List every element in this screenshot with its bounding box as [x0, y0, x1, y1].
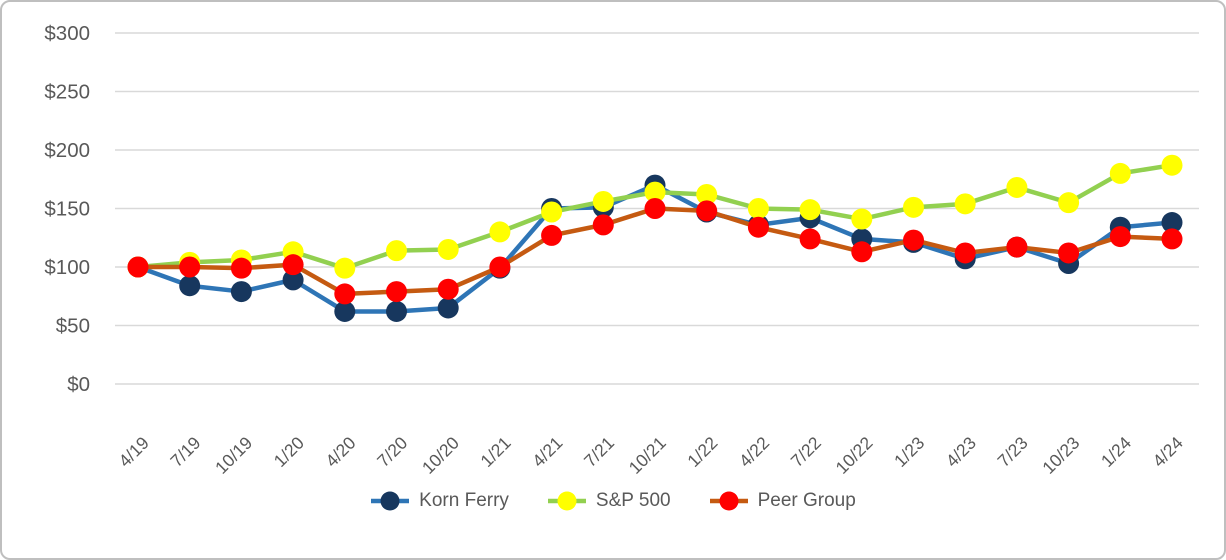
legend-label-peer-group: Peer Group	[757, 490, 856, 511]
data-point-s-p-500	[1109, 162, 1131, 184]
data-point-s-p-500	[903, 196, 924, 218]
y-axis-label: $200	[44, 139, 90, 162]
x-axis-label: 10/21	[625, 433, 670, 478]
data-point-s-p-500	[437, 238, 459, 260]
data-point-korn-ferry	[437, 297, 459, 319]
x-axis-label: 10/19	[211, 433, 256, 478]
x-axis-label: 1/21	[477, 433, 515, 471]
x-axis-label: 4/20	[321, 432, 359, 470]
data-point-peer-group	[851, 241, 873, 263]
data-point-peer-group	[644, 198, 666, 219]
x-axis-label: 7/19	[166, 433, 204, 471]
x-axis-label: 4/22	[735, 433, 773, 471]
data-point-korn-ferry	[386, 300, 407, 322]
x-axis-label: 7/23	[994, 433, 1032, 471]
legend-item-peer-group: Peer Group	[709, 490, 856, 512]
data-point-peer-group	[592, 214, 614, 236]
data-point-peer-group	[437, 278, 459, 300]
legend-item-korn-ferry: Korn Ferry	[370, 490, 509, 512]
y-axis-label: $50	[56, 315, 90, 338]
data-point-korn-ferry	[334, 300, 356, 322]
data-point-korn-ferry	[1161, 212, 1183, 234]
chart-legend: Korn Ferry S&P 500 Peer Group	[2, 490, 1224, 512]
data-point-peer-group	[334, 283, 356, 305]
data-point-peer-group	[1161, 228, 1183, 250]
data-point-peer-group	[127, 256, 149, 278]
x-axis-label: 10/20	[418, 433, 463, 478]
data-point-s-p-500	[386, 240, 407, 262]
legend-label-korn-ferry: Korn Ferry	[419, 490, 509, 511]
data-point-s-p-500	[541, 201, 563, 223]
legend-label-sp500: S&P 500	[595, 490, 671, 511]
data-point-s-p-500	[851, 208, 873, 230]
data-point-peer-group	[903, 229, 924, 251]
y-axis-label: $150	[44, 198, 90, 221]
total-return-line-chart: $0 $50 $100 $150 $200 $250 $300 4/19 7/19 10/19 1/…	[44, 22, 1199, 478]
y-axis-label: $100	[44, 256, 90, 279]
data-point-peer-group	[541, 224, 563, 246]
x-axis-label: 4/19	[115, 433, 153, 471]
x-axis-label: 4/21	[528, 433, 566, 471]
data-point-korn-ferry	[282, 269, 304, 291]
x-axis-label: 10/22	[832, 433, 877, 478]
x-axis-label: 7/21	[580, 433, 618, 471]
x-axis-label: 7/20	[373, 432, 411, 470]
data-point-peer-group	[1109, 226, 1131, 248]
data-point-korn-ferry	[179, 275, 201, 297]
y-axis-label: $0	[67, 373, 90, 396]
x-axis-label: 1/22	[683, 433, 721, 471]
sp500-legend-marker-icon	[547, 491, 586, 511]
data-point-peer-group	[696, 200, 718, 222]
data-point-s-p-500	[334, 257, 356, 279]
data-point-s-p-500	[644, 181, 666, 203]
data-point-peer-group	[747, 216, 769, 238]
data-point-s-p-500	[696, 183, 718, 205]
data-point-peer-group	[179, 256, 201, 278]
y-axis-label: $300	[44, 22, 90, 45]
data-point-peer-group	[489, 256, 511, 278]
legend-item-sp500: S&P 500	[547, 490, 671, 512]
data-point-peer-group	[799, 228, 821, 250]
x-axis-label: 1/20	[270, 432, 308, 470]
data-point-s-p-500	[592, 190, 614, 212]
data-point-s-p-500	[1006, 176, 1028, 198]
data-point-s-p-500	[1161, 154, 1183, 176]
x-axis-label: 1/23	[890, 433, 928, 471]
data-point-peer-group	[386, 281, 407, 303]
data-point-s-p-500	[954, 193, 976, 215]
x-axis-label: 4/24	[1149, 432, 1187, 470]
data-point-peer-group	[1058, 242, 1080, 264]
data-point-s-p-500	[1058, 192, 1080, 214]
korn-ferry-legend-marker-icon	[371, 491, 410, 511]
data-point-korn-ferry	[230, 281, 252, 303]
x-axis-label: 1/24	[1097, 432, 1135, 470]
y-axis-label: $250	[44, 81, 90, 104]
x-axis-label: 10/23	[1038, 433, 1083, 478]
data-point-s-p-500	[747, 198, 769, 219]
data-point-s-p-500	[489, 221, 511, 243]
data-point-s-p-500	[799, 199, 821, 221]
data-point-peer-group	[954, 242, 976, 264]
x-axis-label: 7/22	[787, 433, 825, 471]
peer-group-legend-marker-icon	[709, 491, 748, 511]
data-point-peer-group	[230, 257, 252, 279]
x-axis-label: 4/23	[942, 433, 980, 471]
data-point-peer-group	[282, 254, 304, 276]
data-point-peer-group	[1006, 236, 1028, 258]
